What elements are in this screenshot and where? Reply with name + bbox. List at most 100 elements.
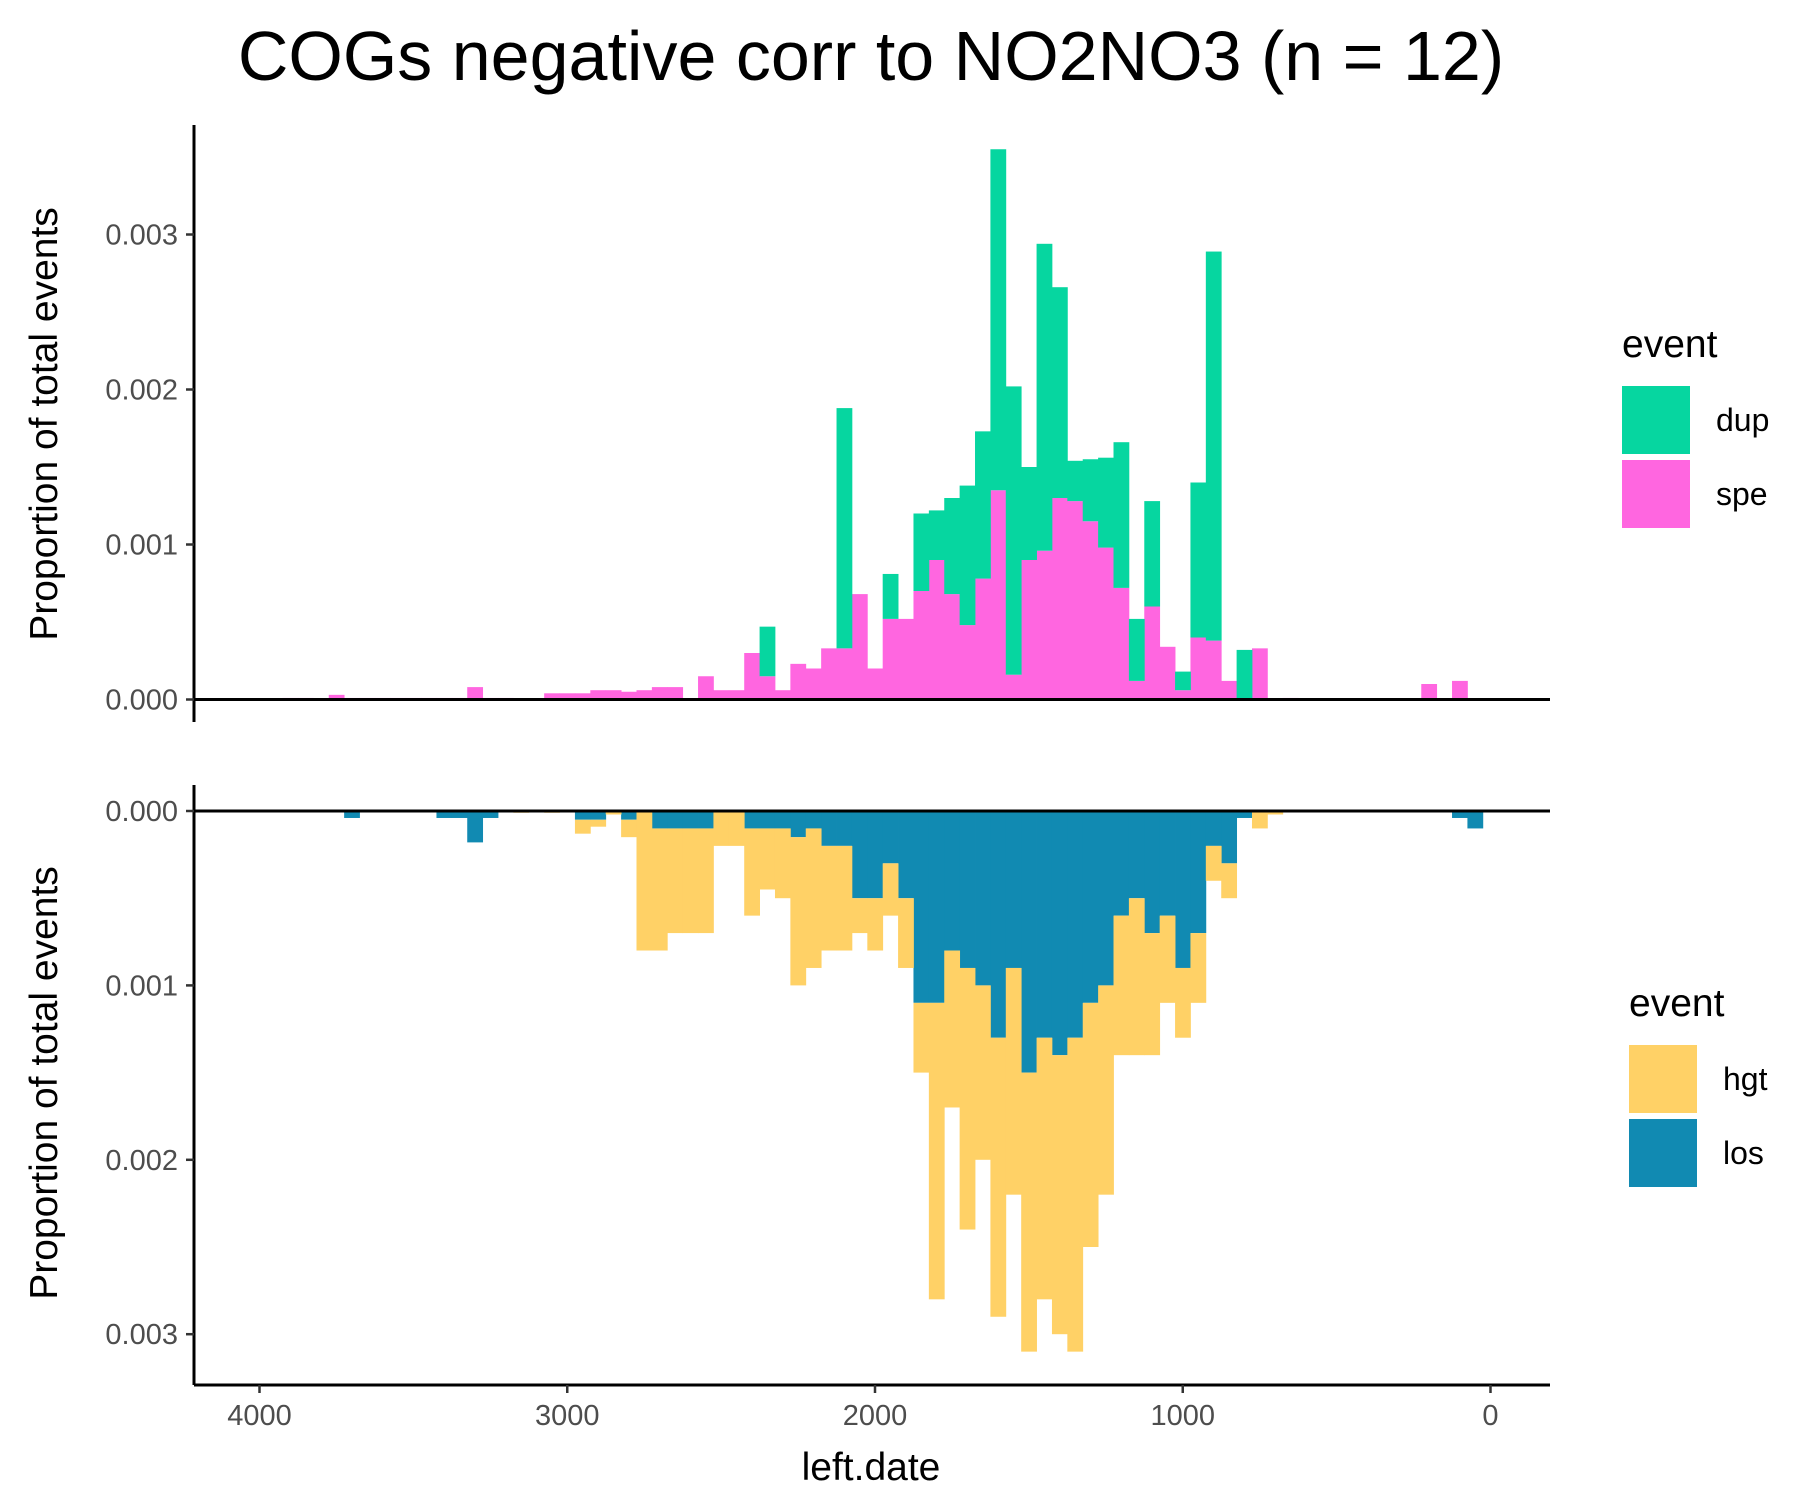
- top-bar-dup: [1098, 457, 1114, 548]
- top-y-tick-label: 0.003: [105, 220, 178, 252]
- top-legend-title: event: [1622, 323, 1718, 366]
- top-bar-spe: [636, 690, 653, 700]
- top-bar-spe: [744, 653, 760, 700]
- bottom-bar-hgt: [1005, 967, 1022, 1195]
- top-bar-spe: [1082, 521, 1099, 700]
- bottom-y-tick-label: 0.002: [105, 1145, 178, 1177]
- bottom-bar-hgt: [913, 1002, 930, 1073]
- top-bar-spe: [728, 690, 745, 700]
- bottom-bar-los: [1021, 811, 1037, 1073]
- top-bar-spe: [867, 668, 884, 700]
- top-bar-spe: [821, 648, 837, 700]
- bottom-bar-hgt: [1113, 915, 1130, 1056]
- top-legend-label-spe: spe: [1716, 476, 1768, 512]
- top-bar-spe: [1005, 674, 1022, 700]
- top-bar-spe: [713, 690, 730, 700]
- bottom-bar-hgt: [944, 950, 961, 1108]
- bottom-bar-hgt: [898, 898, 914, 968]
- bottom-bar-los: [1159, 811, 1176, 916]
- top-bar-spe: [882, 618, 899, 700]
- bottom-bar-hgt: [759, 828, 776, 890]
- bottom-bar-hgt: [928, 1002, 945, 1300]
- bottom-bar-hgt: [636, 811, 653, 951]
- bottom-bar-los: [344, 811, 360, 818]
- bottom-bar-los: [975, 811, 991, 986]
- bottom-bar-los: [774, 811, 791, 829]
- top-bar-spe: [1159, 646, 1176, 700]
- bottom-bar-hgt: [1267, 811, 1284, 815]
- bottom-bar-los: [667, 811, 684, 829]
- top-bar-dup: [882, 573, 899, 619]
- bottom-bar-hgt: [1128, 898, 1145, 1056]
- bottom-bar-los: [1128, 811, 1145, 899]
- top-bar-dup: [1236, 649, 1253, 700]
- bottom-bar-los: [1236, 811, 1253, 818]
- top-bar-dup: [1005, 386, 1022, 675]
- bottom-bar-los: [1221, 811, 1238, 864]
- top-bar-spe: [605, 690, 622, 700]
- bottom-bar-hgt: [713, 811, 730, 846]
- bottom-bar-hgt: [728, 811, 745, 846]
- bottom-bar-los: [805, 811, 822, 829]
- top-bar-spe: [544, 693, 560, 700]
- top-bar-spe: [759, 676, 776, 700]
- bottom-bar-hgt: [667, 828, 684, 934]
- bottom-bar-los: [590, 811, 607, 820]
- top-bar-spe: [975, 578, 991, 700]
- top-bar-spe: [836, 648, 853, 700]
- top-bar-spe: [574, 693, 591, 700]
- top-bar-dup: [1051, 287, 1068, 498]
- bottom-bar-los: [467, 811, 484, 843]
- top-bar-dup: [1113, 442, 1130, 588]
- top-bar-spe: [1051, 498, 1068, 700]
- bottom-bar-los: [836, 811, 853, 846]
- top-legend-key-dup: [1622, 386, 1690, 454]
- top-bar-spe: [1067, 501, 1084, 700]
- top-bar-dup: [959, 485, 976, 626]
- bottom-bar-hgt: [1159, 915, 1176, 1003]
- bottom-bar-los: [621, 811, 637, 820]
- chart-title: COGs negative corr to NO2NO3 (n = 12): [238, 17, 1504, 95]
- top-y-tick-label: 0.000: [105, 685, 178, 717]
- bottom-bar-los: [1067, 811, 1084, 1038]
- bottom-bar-hgt: [590, 819, 607, 827]
- bottom-bar-hgt: [1144, 933, 1161, 1056]
- bottom-legend-label-hgt: hgt: [1723, 1061, 1768, 1097]
- top-bar-spe: [913, 591, 930, 700]
- bottom-bar-los: [944, 811, 961, 951]
- bottom-bar-los: [451, 811, 468, 818]
- top-bar-dup: [1144, 501, 1161, 607]
- bottom-bar-los: [790, 811, 807, 838]
- bottom-bar-hgt: [1036, 1037, 1053, 1300]
- bottom-panel: 0.000 0.001 0.002 0.003 4000 3000 2000 1000 0: [105, 785, 1550, 1432]
- bottom-bar-hgt: [1051, 1055, 1068, 1335]
- bottom-bar-los: [1082, 811, 1099, 1003]
- top-bar-dup: [990, 149, 1007, 491]
- bottom-bar-hgt: [821, 845, 837, 951]
- top-bar-spe: [1021, 560, 1037, 700]
- top-bar-dup: [1205, 251, 1222, 641]
- bottom-bar-los: [867, 811, 884, 899]
- bottom-bar-hgt: [1098, 985, 1114, 1195]
- top-bar-dup: [1175, 671, 1191, 691]
- bottom-bar-los: [913, 811, 930, 1003]
- bottom-legend-key-los: [1629, 1119, 1697, 1187]
- top-bar-dup: [1036, 243, 1053, 551]
- bottom-bar-los: [990, 811, 1007, 1038]
- top-bar-spe: [1221, 680, 1238, 700]
- x-tick-label: 3000: [535, 1400, 600, 1432]
- x-tick-label: 1000: [1150, 1400, 1215, 1432]
- bottom-bar-los: [1051, 811, 1068, 1056]
- bottom-bar-los: [1175, 811, 1191, 968]
- bottom-y-tick-label: 0.001: [105, 970, 178, 1002]
- top-bar-spe: [959, 625, 976, 700]
- bottom-y-tick-label: 0.003: [105, 1319, 178, 1351]
- bottom-bar-hgt: [1251, 811, 1268, 829]
- top-bar-spe: [898, 618, 914, 700]
- bottom-bar-hgt: [1190, 933, 1207, 1003]
- top-bar-spe: [990, 490, 1007, 700]
- top-bar-spe: [1144, 606, 1161, 700]
- bottom-bar-hgt: [574, 819, 591, 834]
- bottom-y-axis-title: Proportion of total events: [23, 866, 66, 1300]
